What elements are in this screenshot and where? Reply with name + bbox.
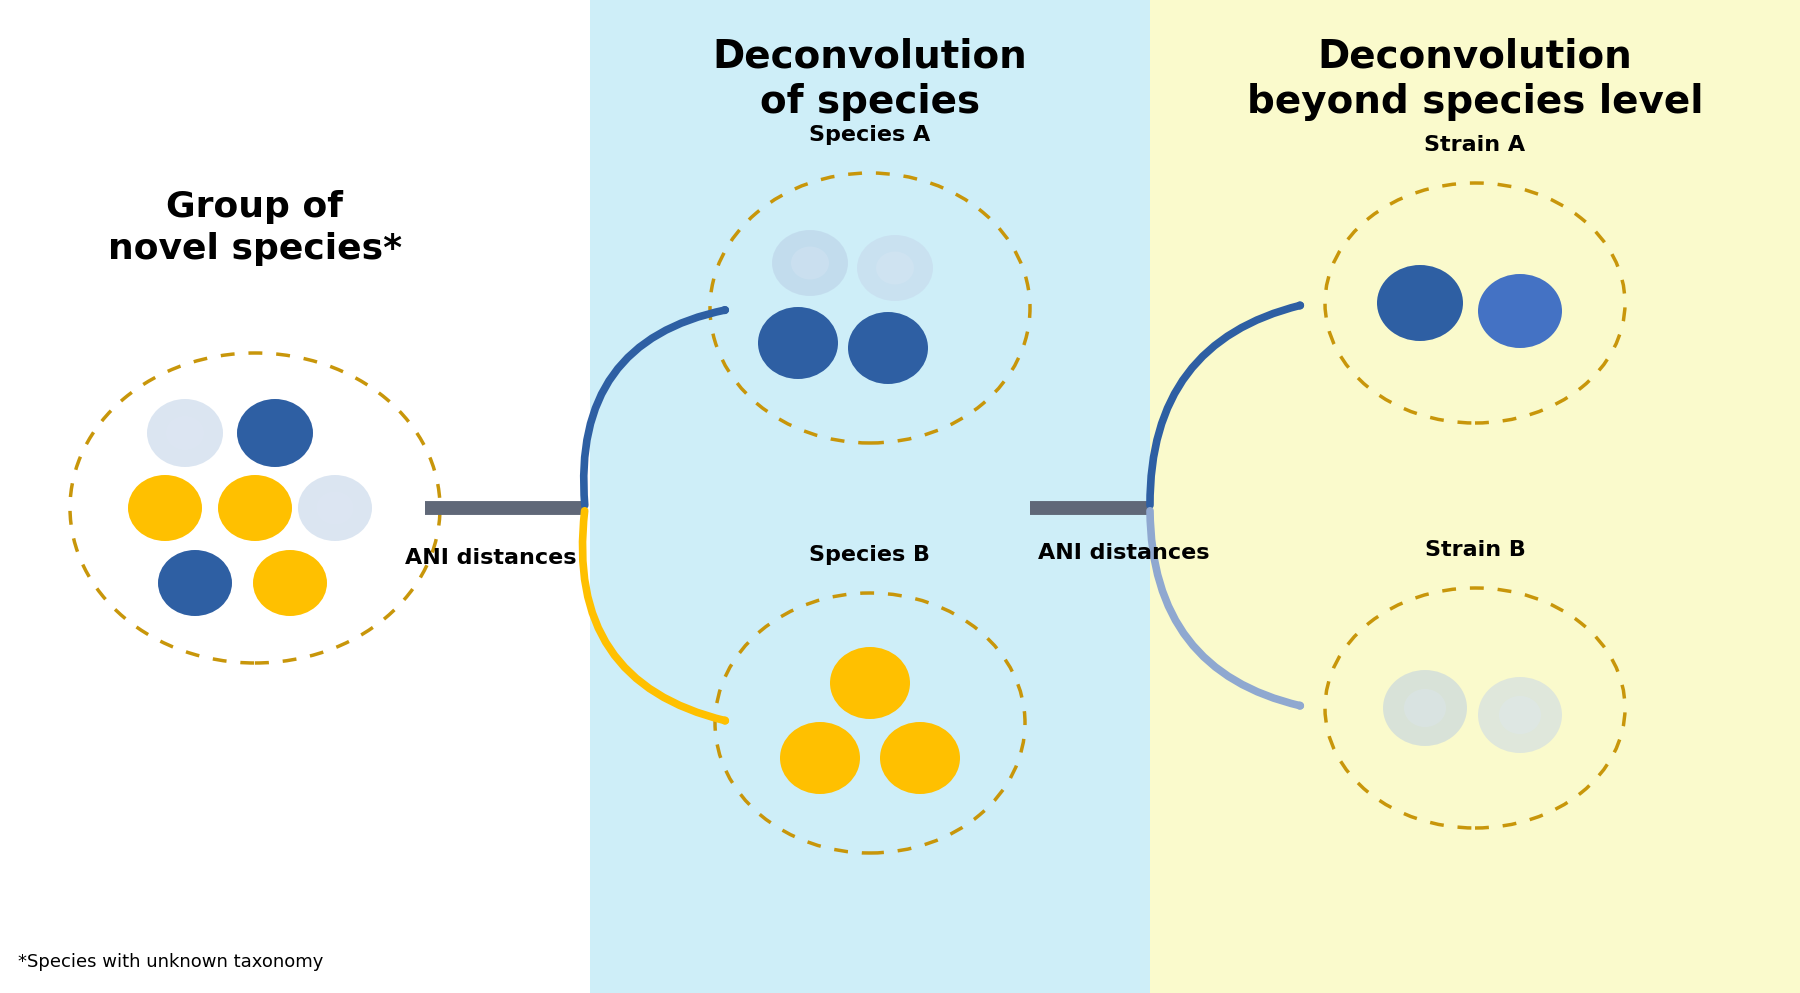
Ellipse shape [1382, 670, 1467, 746]
Ellipse shape [148, 399, 223, 467]
FancyArrowPatch shape [583, 310, 725, 505]
Ellipse shape [857, 235, 932, 301]
Ellipse shape [880, 722, 959, 794]
Text: Species A: Species A [810, 125, 931, 145]
Ellipse shape [166, 416, 203, 450]
Text: ANI distances: ANI distances [405, 548, 576, 568]
Bar [1150, 0, 1800, 993]
FancyArrowPatch shape [1150, 510, 1300, 706]
Text: Group of
novel species*: Group of novel species* [108, 190, 401, 266]
Ellipse shape [1404, 689, 1445, 727]
Ellipse shape [299, 475, 373, 541]
Text: Species B: Species B [810, 545, 931, 565]
Ellipse shape [238, 399, 313, 467]
Ellipse shape [779, 722, 860, 794]
Ellipse shape [1478, 677, 1562, 753]
Text: Strain B: Strain B [1424, 540, 1525, 560]
Bar [0, 0, 590, 993]
Ellipse shape [128, 475, 202, 541]
Text: ANI distances: ANI distances [1039, 543, 1210, 563]
Ellipse shape [218, 475, 292, 541]
Ellipse shape [772, 230, 848, 296]
Ellipse shape [848, 312, 929, 384]
FancyArrowPatch shape [1150, 305, 1300, 505]
Text: *Species with unknown taxonomy: *Species with unknown taxonomy [18, 953, 324, 971]
Text: Deconvolution
beyond species level: Deconvolution beyond species level [1247, 38, 1703, 121]
Bar [590, 0, 1150, 993]
Ellipse shape [758, 307, 839, 379]
Ellipse shape [877, 251, 914, 285]
Ellipse shape [1499, 696, 1541, 734]
Text: Deconvolution
of species: Deconvolution of species [713, 38, 1028, 121]
FancyArrowPatch shape [583, 510, 725, 721]
Ellipse shape [1478, 274, 1562, 348]
Ellipse shape [254, 550, 328, 616]
Ellipse shape [830, 647, 911, 719]
Text: Strain A: Strain A [1424, 135, 1526, 155]
Ellipse shape [317, 492, 353, 524]
Ellipse shape [1377, 265, 1463, 341]
Ellipse shape [790, 246, 830, 279]
Ellipse shape [158, 550, 232, 616]
